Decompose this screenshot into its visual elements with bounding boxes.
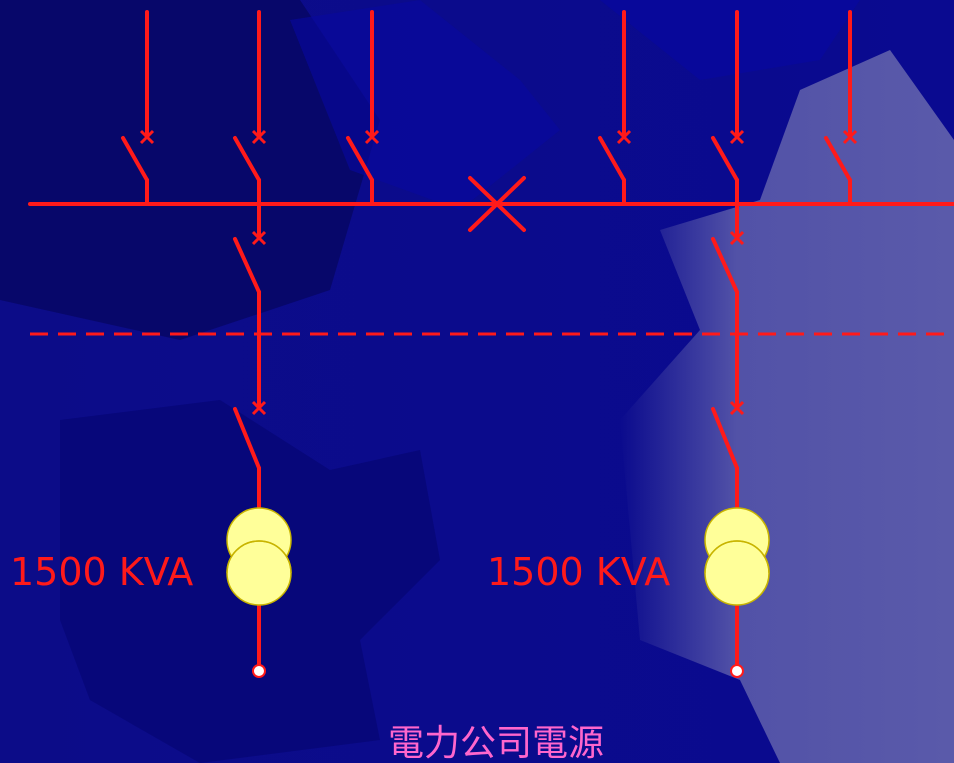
switch-blade	[121, 136, 149, 182]
breaker-mark	[251, 230, 267, 246]
breaker-mark	[364, 129, 380, 145]
terminal	[730, 664, 744, 678]
switch-blade	[711, 237, 739, 294]
transformer-rating: 1500 KVA	[10, 550, 193, 594]
transformer-outline	[226, 540, 292, 574]
terminal	[252, 664, 266, 678]
breaker-mark	[139, 129, 155, 145]
breaker-mark	[729, 230, 745, 246]
caption: 電力公司電源	[388, 723, 604, 763]
switch-blade	[346, 136, 374, 182]
breaker-mark	[842, 129, 858, 145]
transformer-outline	[704, 540, 770, 574]
switch-blade	[233, 237, 261, 294]
circuit	[28, 10, 954, 678]
transformer-rating: 1500 KVA	[487, 550, 670, 594]
breaker-mark	[616, 129, 632, 145]
switch-blade	[824, 136, 852, 182]
switch-blade	[233, 407, 261, 470]
breaker-mark	[729, 129, 745, 145]
breaker-mark	[251, 400, 267, 416]
breaker-mark	[729, 400, 745, 416]
switch-blade	[598, 136, 626, 182]
switch-blade	[233, 136, 261, 182]
breaker-mark	[251, 129, 267, 145]
switch-blade	[711, 407, 739, 470]
bus-tie	[468, 176, 526, 232]
switch-blade	[711, 136, 739, 182]
